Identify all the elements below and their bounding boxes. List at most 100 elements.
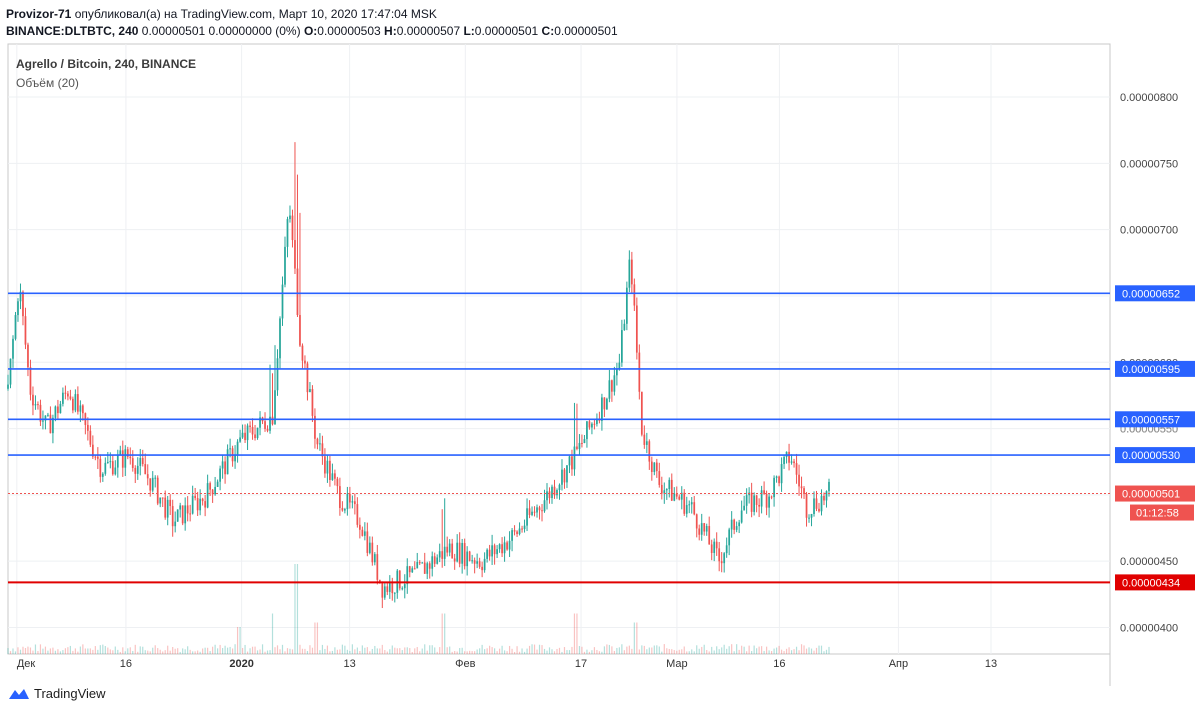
candle-body: [251, 427, 254, 435]
candle-body: [254, 434, 256, 439]
volume-bar: [601, 651, 603, 654]
close-value: 0.00000501: [554, 24, 618, 38]
candle-body: [154, 477, 157, 479]
candle-body: [578, 442, 581, 449]
candle-body: [606, 398, 608, 410]
volume-bar: [810, 648, 813, 654]
countdown-label: 01:12:58: [1136, 508, 1179, 520]
volume-bar: [169, 650, 171, 654]
volume-bar: [548, 647, 551, 654]
candle-body: [329, 460, 331, 480]
candle-body: [635, 305, 638, 353]
volume-bar: [264, 651, 266, 654]
candle-body: [37, 404, 39, 406]
candle-body: [633, 284, 636, 306]
volume-bar: [586, 649, 588, 654]
volume-bar: [72, 650, 74, 654]
candle-body: [531, 511, 533, 515]
volume-bar: [22, 646, 24, 654]
candle-body: [453, 558, 456, 562]
volume-bar: [449, 646, 451, 654]
volume-bar: [159, 649, 161, 654]
volume-bar: [518, 651, 521, 654]
price-chart[interactable]: 0.000008000.000007500.000007000.00000650…: [0, 0, 1200, 686]
volume-bar: [117, 649, 119, 654]
candle-body: [680, 492, 683, 500]
volume-bar: [234, 644, 236, 654]
candle-body: [538, 507, 541, 511]
volume-bar: [271, 613, 274, 654]
candle-body: [156, 477, 159, 504]
candle-body: [728, 529, 731, 546]
volume-bar: [391, 645, 393, 654]
volume-bar: [738, 649, 740, 654]
candle-body: [393, 592, 396, 594]
candle-body: [810, 514, 813, 518]
author-name[interactable]: Provizor-71: [6, 7, 72, 21]
candle-body: [745, 495, 748, 506]
volume-bar: [768, 650, 770, 654]
volume-bar: [244, 644, 246, 654]
volume-bar: [596, 649, 598, 654]
candle-body: [486, 549, 488, 559]
candle-body: [720, 561, 723, 564]
candle-body: [690, 502, 693, 505]
volume-bar: [503, 650, 506, 654]
volume-bar: [47, 650, 49, 654]
candle-body: [99, 458, 102, 477]
volume-bar: [501, 645, 503, 654]
volume-bar: [224, 645, 226, 654]
chart-header: Provizor-71 опубликовал(а) на TradingVie…: [6, 6, 618, 40]
volume-bar: [104, 646, 106, 654]
volume-bar: [24, 648, 27, 654]
candle-body: [91, 444, 94, 457]
candle-body: [468, 551, 471, 561]
volume-bar: [646, 649, 648, 654]
candle-body: [341, 507, 344, 511]
volume-bar: [643, 645, 645, 654]
x-tick-label: Фев: [455, 658, 475, 670]
y-tick-label: 0.00000800: [1120, 92, 1178, 104]
volume-bar: [673, 650, 675, 654]
volume-bar: [808, 647, 810, 654]
open-value: 0.00000503: [317, 24, 381, 38]
candle-body: [304, 360, 306, 364]
high-value: 0.00000507: [396, 24, 461, 38]
candle-body: [491, 545, 493, 557]
candle-body: [770, 496, 773, 498]
volume-bar: [147, 650, 149, 654]
volume-bar: [663, 644, 665, 654]
volume-bar: [316, 622, 319, 654]
volume-bar: [456, 651, 458, 654]
volume-bar: [411, 651, 413, 654]
candle-body: [331, 473, 334, 480]
candle-body: [618, 362, 621, 369]
candle-body: [645, 441, 648, 445]
x-tick-label: 13: [985, 658, 997, 670]
volume-bar: [491, 647, 493, 654]
volume-bar: [631, 648, 633, 654]
candle-body: [401, 588, 404, 590]
volume-bar: [344, 645, 346, 654]
candle-body: [593, 423, 596, 425]
footer-brand[interactable]: TradingView: [34, 686, 106, 701]
quote-value: 0.00000501 0.00000000 (0%): [141, 24, 301, 38]
volume-bar: [324, 648, 326, 654]
candle-body: [416, 562, 419, 569]
volume-bar: [311, 647, 314, 654]
candle-body: [104, 462, 107, 474]
volume-bar: [611, 646, 613, 654]
volume-bar: [431, 645, 433, 654]
volume-bar: [309, 645, 311, 654]
candle-body: [381, 581, 384, 598]
volume-bar: [728, 646, 730, 654]
candle-body: [174, 521, 177, 527]
volume-bar: [37, 651, 39, 654]
volume-bar: [748, 645, 750, 654]
candle-body: [79, 405, 82, 412]
candle-body: [498, 544, 501, 550]
volume-bar: [276, 645, 279, 654]
candle-body: [279, 318, 281, 359]
volume-bar: [416, 647, 418, 654]
candle-body: [336, 478, 339, 487]
